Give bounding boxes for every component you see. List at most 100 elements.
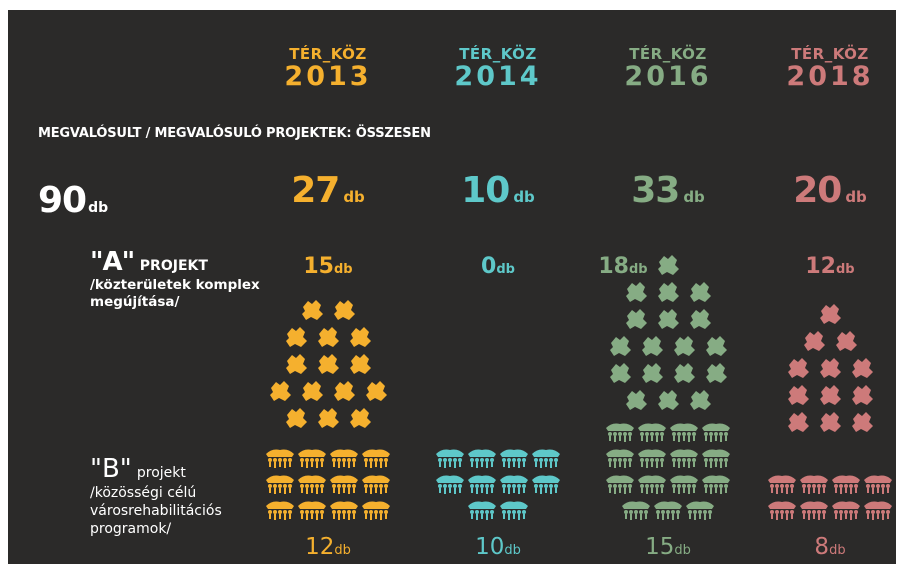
a-count-unit: db	[334, 262, 353, 277]
project-a-icon	[658, 282, 679, 302]
year-total-value: 27	[291, 170, 340, 211]
project-a-icon	[350, 327, 371, 347]
project-a-icon	[350, 408, 371, 428]
b-count-2014: 10db	[428, 534, 568, 560]
project-b-icon	[500, 475, 528, 494]
year-total-2016: 33 db	[598, 170, 738, 211]
project-b-icon	[362, 475, 390, 494]
year-total-2013: 27 db	[258, 170, 398, 211]
a-count-unit: db	[629, 262, 648, 277]
project-a-icon	[626, 282, 647, 302]
project-b-icon	[500, 501, 528, 520]
project-a-icon	[690, 390, 711, 410]
project-b-icon	[606, 423, 634, 442]
year-header-2018: TÉR_KÖZ 2018	[760, 46, 896, 91]
project-a-icon	[674, 336, 695, 356]
a-count-2014: 0db	[428, 254, 568, 279]
year-total-value: 10	[461, 170, 510, 211]
a-count-unit: db	[496, 262, 515, 277]
a-count-2018: 12db	[760, 254, 896, 279]
project-a-icon	[286, 354, 307, 374]
year-total-value: 33	[631, 170, 680, 211]
year-total-value: 20	[793, 170, 842, 211]
project-a-icon	[788, 358, 809, 378]
project-a-icon	[350, 354, 371, 374]
a-count-value: 12	[805, 254, 836, 279]
project-b-icon	[266, 449, 294, 468]
total-value: 90	[38, 180, 87, 221]
project-b-icon	[638, 475, 666, 494]
project-a-icon	[318, 327, 339, 347]
b-count-value: 8	[814, 534, 830, 560]
project-b-icon	[638, 449, 666, 468]
project-a-icon	[334, 300, 355, 320]
project-b-icon	[266, 475, 294, 494]
year-header-label: TÉR_KÖZ	[629, 45, 707, 63]
project-a-icon	[658, 309, 679, 329]
project-a-icon	[788, 385, 809, 405]
year-total-unit: db	[343, 188, 365, 206]
b-count-2018: 8db	[760, 534, 896, 560]
year-header-2013: TÉR_KÖZ 2013	[258, 46, 398, 91]
year-total-2014: 10 db	[428, 170, 568, 211]
project-a-icon	[820, 358, 841, 378]
a-count-value: 15	[303, 254, 334, 279]
project-b-icon	[298, 501, 326, 520]
year-header-label: TÉR_KÖZ	[459, 45, 537, 63]
year-header-year: 2013	[284, 61, 372, 92]
project-b-icon	[330, 475, 358, 494]
a-count-2016: 18db	[553, 254, 693, 279]
project-a-icon	[366, 381, 387, 401]
project-a-icon	[658, 255, 679, 275]
project-b-code: "B"	[90, 454, 132, 484]
project-b-icon	[468, 475, 496, 494]
project-a-icon	[642, 336, 663, 356]
project-a-icon	[836, 331, 857, 351]
project-a-icon	[820, 385, 841, 405]
year-total-unit: db	[683, 188, 705, 206]
project-a-icon	[286, 408, 307, 428]
project-a-icon	[852, 358, 873, 378]
project-a-icon	[270, 381, 291, 401]
project-a-icon	[318, 408, 339, 428]
b-count-value: 10	[475, 534, 505, 560]
b-count-value: 12	[305, 534, 335, 560]
project-b-icon	[298, 475, 326, 494]
project-a-label: "A" PROJEKT /közterületek komplex megújí…	[90, 249, 280, 311]
project-a-icon	[804, 331, 825, 351]
project-a-icon	[302, 300, 323, 320]
project-b-icon	[638, 423, 666, 442]
project-a-icon	[820, 304, 841, 324]
project-b-icon	[606, 475, 634, 494]
project-b-icon	[864, 475, 892, 494]
project-b-icon	[362, 501, 390, 520]
b-count-unit: db	[829, 543, 846, 558]
year-header-label: TÉR_KÖZ	[289, 45, 367, 63]
year-header-year: 2014	[454, 61, 542, 92]
project-a-icon	[690, 282, 711, 302]
b-count-2013: 12db	[258, 534, 398, 560]
project-a-icon	[788, 412, 809, 432]
project-a-icon	[626, 390, 647, 410]
project-a-icon	[852, 385, 873, 405]
project-a-icon	[690, 309, 711, 329]
project-b-icon	[702, 449, 730, 468]
project-b-icon	[670, 475, 698, 494]
year-header-2014: TÉR_KÖZ 2014	[428, 46, 568, 91]
project-a-icon	[642, 363, 663, 383]
project-b-icon	[832, 501, 860, 520]
b-count-2016: 15db	[598, 534, 738, 560]
year-header-year: 2016	[624, 61, 712, 92]
b-count-unit: db	[674, 543, 691, 558]
project-a-icon	[610, 336, 631, 356]
project-b-icon	[436, 449, 464, 468]
b-count-value: 15	[645, 534, 675, 560]
project-a-icon	[334, 381, 355, 401]
year-total-unit: db	[845, 188, 867, 206]
project-b-icon	[702, 423, 730, 442]
project-b-icon	[606, 449, 634, 468]
project-a-icon	[852, 412, 873, 432]
project-b-icon	[686, 501, 714, 520]
year-header-year: 2018	[786, 61, 874, 92]
project-b-icon	[532, 475, 560, 494]
